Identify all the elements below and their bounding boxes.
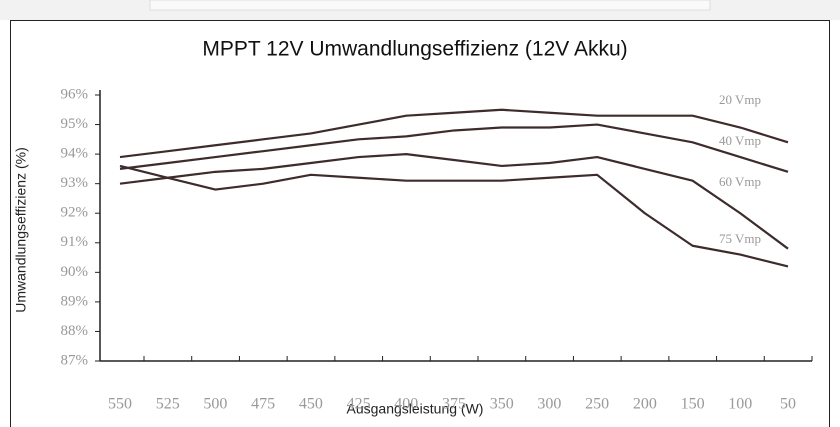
- x-tick-label: 350: [490, 396, 514, 413]
- x-tick-label: 500: [203, 396, 227, 413]
- series-line: [119, 108, 789, 159]
- y-tick-label: 90%: [61, 264, 89, 280]
- y-tick-label: 94%: [61, 146, 89, 162]
- x-tick-label: 200: [633, 396, 657, 413]
- series-label: 75 Vmp: [719, 231, 761, 246]
- series-line: [119, 153, 789, 250]
- y-tick-label: 87%: [61, 352, 89, 368]
- y-axis-label: Umwandlungseffizienz (%): [13, 147, 29, 312]
- x-axis-label: Ausgangsleistung (W): [347, 401, 484, 417]
- x-tick-label: 150: [681, 396, 705, 413]
- y-tick-label: 88%: [61, 323, 89, 339]
- series-line: [119, 164, 789, 268]
- x-tick-label: 450: [299, 396, 323, 413]
- y-tick-label: 89%: [61, 293, 89, 309]
- x-tick-label: 425: [347, 396, 371, 413]
- chart-title: MPPT 12V Umwandlungseffizienz (12V Akku): [202, 38, 627, 61]
- series-label: 60 Vmp: [719, 174, 761, 189]
- y-tick-label: 96%: [61, 86, 89, 102]
- x-tick-label: 100: [728, 396, 752, 413]
- frame: [10, 20, 830, 427]
- x-tick-label: 525: [156, 396, 180, 413]
- series-label: 40 Vmp: [719, 133, 761, 148]
- x-tick-label: 50: [780, 396, 796, 413]
- y-tick-label: 93%: [61, 175, 89, 191]
- x-tick-label: 550: [108, 396, 132, 413]
- series-line: [119, 123, 789, 173]
- x-tick-label: 400: [394, 396, 418, 413]
- top-box: [149, 0, 711, 11]
- x-tick-label: 475: [251, 396, 275, 413]
- series-label: 20 Vmp: [719, 92, 761, 107]
- y-tick-label: 91%: [61, 234, 89, 250]
- y-tick-label: 92%: [61, 205, 89, 221]
- x-tick-label: 250: [585, 396, 609, 413]
- x-tick-label: 375: [442, 396, 466, 413]
- x-tick-label: 300: [537, 396, 561, 413]
- y-tick-label: 95%: [61, 116, 89, 132]
